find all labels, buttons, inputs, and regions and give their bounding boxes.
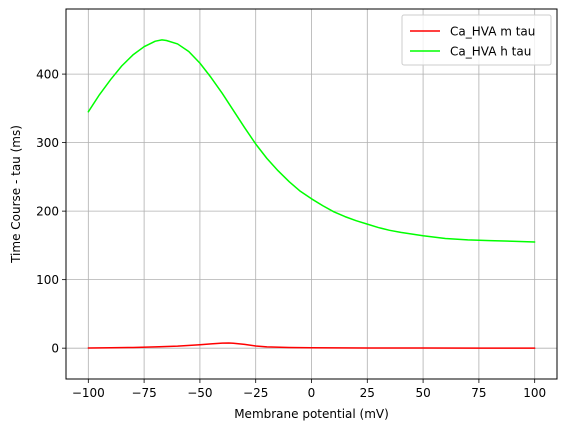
series-line-0 <box>87 342 536 349</box>
x-tick-label: −75 <box>131 386 156 400</box>
x-tick-label: −50 <box>187 386 212 400</box>
y-axis-label: Time Course - tau (ms) <box>9 125 23 264</box>
series-line-1 <box>87 39 536 243</box>
y-tick-label: 0 <box>51 342 59 356</box>
legend: Ca_HVA m tau Ca_HVA h tau <box>401 14 552 66</box>
y-tick-label: 200 <box>36 205 59 219</box>
x-axis-label: Membrane potential (mV) <box>234 407 389 421</box>
x-tick-label: 25 <box>360 386 375 400</box>
x-tick-label: 0 <box>308 386 316 400</box>
legend-label-h-tau: Ca_HVA h tau <box>450 45 531 59</box>
y-tick-label: 400 <box>36 68 59 82</box>
legend-label-m-tau: Ca_HVA m tau <box>450 25 535 39</box>
x-tick-label: 100 <box>523 386 546 400</box>
x-tick-label: −100 <box>72 386 105 400</box>
x-tick-label: 50 <box>415 386 430 400</box>
x-tick-label: 75 <box>471 386 486 400</box>
grid-lines <box>66 9 557 379</box>
series-lines <box>87 39 536 349</box>
y-tick-label: 300 <box>36 136 59 150</box>
axis-ticks: −100 −75 −50 −25 0 25 50 75 100 0 100 200 300 400 <box>36 68 546 400</box>
y-tick-label: 100 <box>36 273 59 287</box>
legend-box <box>401 14 552 66</box>
x-tick-label: −25 <box>243 386 268 400</box>
